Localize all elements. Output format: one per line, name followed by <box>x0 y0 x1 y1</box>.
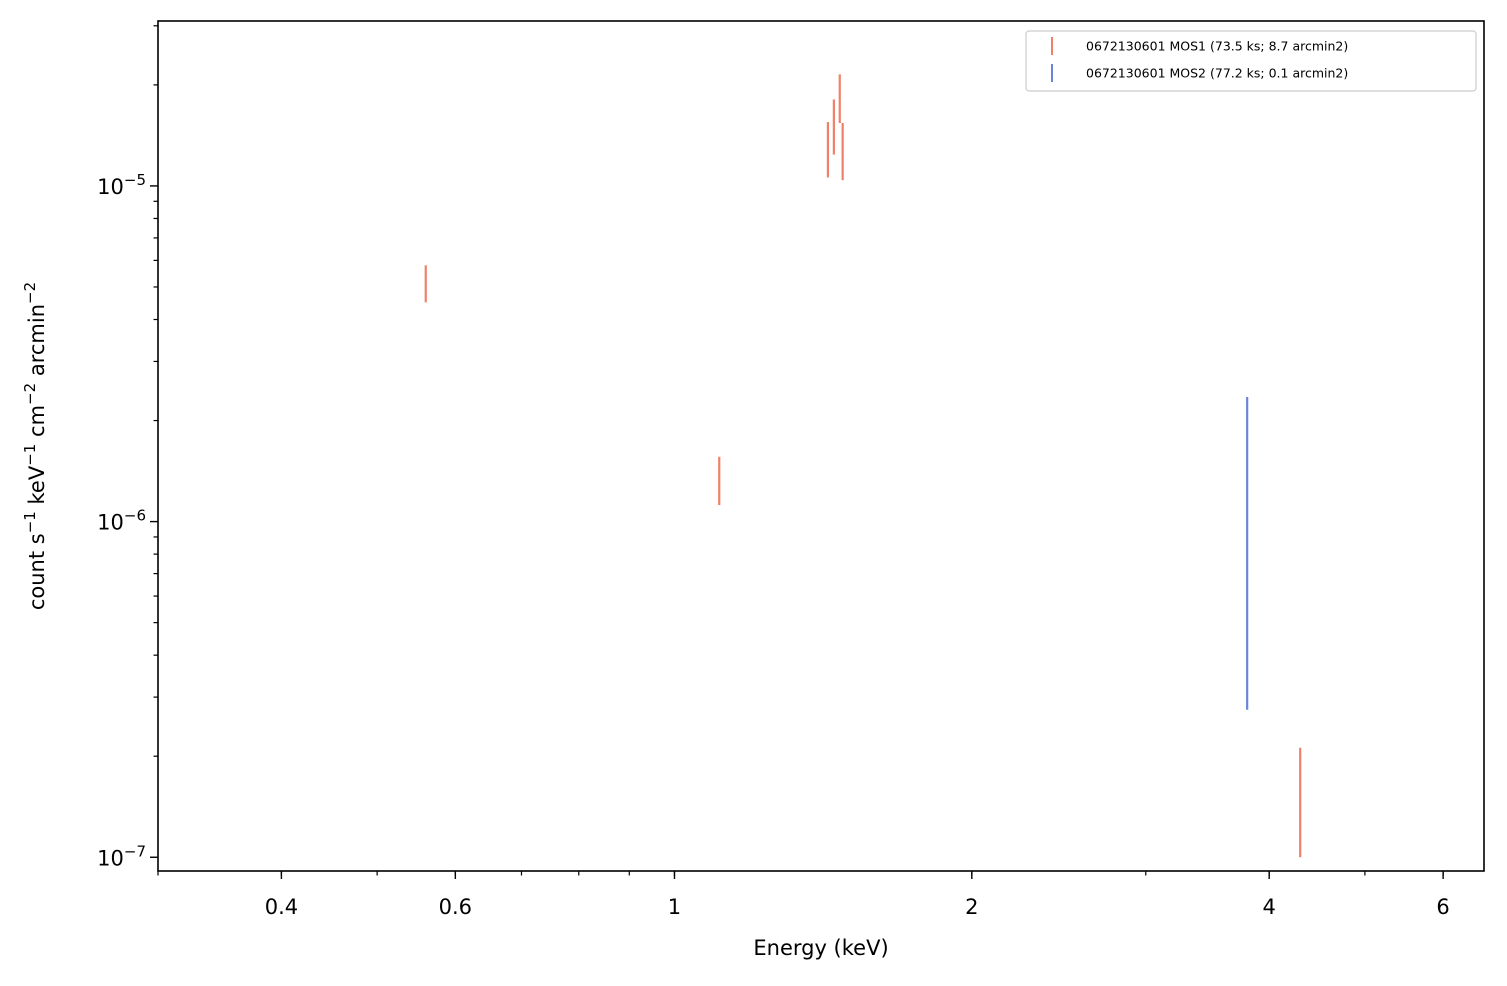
x-tick-label: 4 <box>1262 895 1275 919</box>
data-layer <box>424 74 1302 858</box>
legend-label: 0672130601 MOS1 (73.5 ks; 8.7 arcmin2) <box>1086 39 1348 54</box>
tick-layer: 0.4 0.6 1 2 4 610−710−610−5 <box>97 25 1450 919</box>
x-tick-label: 1 <box>668 895 681 919</box>
legend: 0672130601 MOS1 (73.5 ks; 8.7 arcmin2) 06… <box>1025 30 1477 92</box>
plot-frame <box>157 20 1485 872</box>
x-tick-label: 0.4 <box>265 895 298 919</box>
x-tick-label: 6 <box>1436 895 1449 919</box>
legend-box <box>1025 30 1477 92</box>
x-axis-label: Energy (keV) <box>753 936 888 960</box>
x-tick-label: 0.6 <box>439 895 472 919</box>
legend-label: 0672130601 MOS2 (77.2 ks; 0.1 arcmin2) <box>1086 66 1348 81</box>
y-tick-label: 10−6 <box>97 507 146 535</box>
y-tick-label: 10−7 <box>97 842 146 870</box>
x-tick-label: 2 <box>965 895 978 919</box>
y-axis-label: count s−1 keV−1 cm−2 arcmin−2 <box>21 282 49 610</box>
